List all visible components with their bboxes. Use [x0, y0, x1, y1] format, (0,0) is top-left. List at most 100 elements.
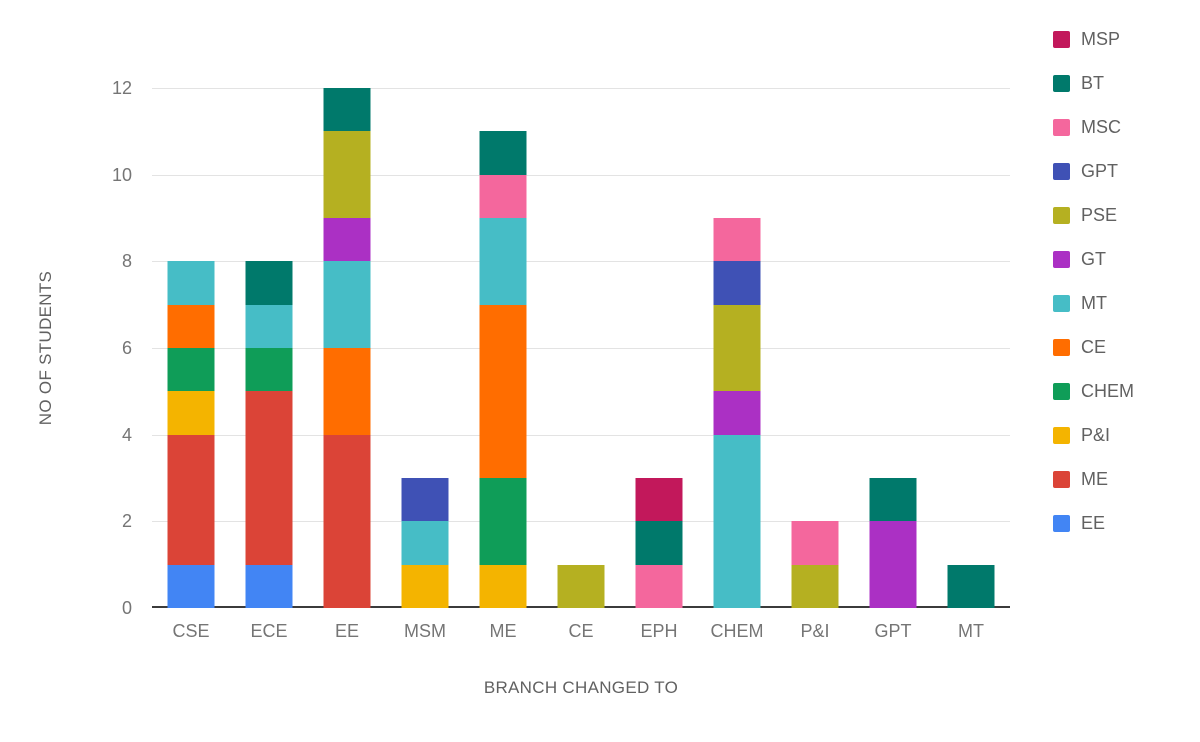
- legend-item-P&I: P&I: [1053, 426, 1134, 444]
- bar-segment-P&I-PSE[interactable]: [791, 564, 839, 608]
- bar-segment-CSE-MT[interactable]: [167, 261, 215, 305]
- bar-segment-CSE-CHEM[interactable]: [167, 348, 215, 392]
- bar-segment-ME-MT[interactable]: [479, 218, 527, 305]
- bar-segment-CSE-P&I[interactable]: [167, 391, 215, 435]
- bar-segment-CHEM-MSC[interactable]: [713, 218, 761, 262]
- bar-segment-EE-BT[interactable]: [323, 88, 371, 132]
- bar-segment-CHEM-PSE[interactable]: [713, 304, 761, 392]
- legend-swatch-PSE: [1053, 206, 1070, 224]
- legend-label-GT: GT: [1081, 249, 1106, 269]
- x-axis-title: BRANCH CHANGED TO: [483, 678, 679, 697]
- column-ME: ME: [464, 88, 542, 640]
- legend-item-MT: MT: [1053, 294, 1134, 312]
- legend-item-GPT: GPT: [1053, 162, 1134, 180]
- bar-segment-EE-GT[interactable]: [323, 218, 371, 262]
- legend-swatch-P&I: [1053, 426, 1070, 444]
- bar-segment-ME-P&I[interactable]: [479, 564, 527, 608]
- bar-segment-EE-MT[interactable]: [323, 261, 371, 349]
- legend-label-PSE: PSE: [1081, 205, 1118, 225]
- bar-segment-EPH-BT[interactable]: [635, 521, 683, 565]
- bar-segment-CHEM-GPT[interactable]: [713, 261, 761, 305]
- legend-item-CE: CE: [1053, 338, 1134, 356]
- bar-CSE: [167, 261, 215, 608]
- bar-segment-MT-BT[interactable]: [947, 564, 995, 608]
- legend-item-MSP: MSP: [1053, 30, 1134, 48]
- legend-label-ME: ME: [1081, 469, 1108, 489]
- bar-segment-CSE-EE[interactable]: [167, 564, 215, 608]
- legend-swatch-ME: [1053, 470, 1070, 488]
- gridline-12: [152, 88, 1010, 89]
- bar-segment-EPH-MSC[interactable]: [635, 564, 683, 608]
- bar-segment-ECE-MT[interactable]: [245, 304, 293, 349]
- legend-label-GPT: GPT: [1081, 161, 1119, 181]
- x-tick-label-EE: EE: [334, 621, 359, 641]
- bar-segment-CHEM-MT[interactable]: [713, 434, 761, 608]
- bar-EE: [323, 88, 371, 608]
- bar-segment-GPT-GT[interactable]: [869, 521, 917, 608]
- y-axis-title: NO OF STUDENTS: [36, 270, 55, 426]
- x-tick-label-EPH: EPH: [640, 621, 678, 641]
- y-tick-label-4: 4: [121, 425, 132, 445]
- bar-ME: [479, 131, 527, 608]
- bar-MSM: [401, 478, 449, 608]
- bar-EPH: [635, 478, 683, 608]
- bar-segment-CE-PSE[interactable]: [557, 564, 605, 608]
- gridline-4: [152, 435, 1010, 436]
- bar-segment-ECE-BT[interactable]: [245, 261, 293, 305]
- gridline-2: [152, 521, 1010, 522]
- legend-label-P&I: P&I: [1081, 425, 1111, 445]
- gridline-8: [152, 261, 1010, 262]
- bar-segment-ME-BT[interactable]: [479, 131, 527, 175]
- x-tick-label-ECE: ECE: [250, 621, 288, 641]
- plot-area: 0 2 4 6 8 10 12 CSE ECE EE MSM ME CE EPH CHEM P&I GPT MT: [112, 79, 1010, 640]
- bar-segment-EE-ME[interactable]: [323, 434, 371, 608]
- column-EPH: EPH: [620, 88, 698, 640]
- y-tick-label-10: 10: [111, 165, 132, 185]
- bar-segment-CHEM-GT[interactable]: [713, 391, 761, 435]
- column-MT: MT: [932, 88, 1010, 640]
- bar-ECE: [245, 261, 293, 608]
- bar-segment-P&I-MSC[interactable]: [791, 521, 839, 565]
- legend-label-EE: EE: [1081, 513, 1106, 533]
- bar-segment-EE-PSE[interactable]: [323, 131, 371, 219]
- legend-swatch-GPT: [1053, 162, 1070, 180]
- bar-segment-ME-CHEM[interactable]: [479, 478, 527, 565]
- x-tick-label-P&I: P&I: [800, 621, 830, 641]
- legend-label-CHEM: CHEM: [1081, 381, 1134, 401]
- bar-GPT: [869, 478, 917, 608]
- bar-segment-ECE-CHEM[interactable]: [245, 348, 293, 392]
- bar-segment-ME-MSC[interactable]: [479, 174, 527, 219]
- legend-label-MSP: MSP: [1081, 29, 1121, 49]
- y-tick-label-6: 6: [121, 338, 132, 358]
- column-CHEM: CHEM: [698, 88, 776, 640]
- bar-segment-ECE-EE[interactable]: [245, 564, 293, 608]
- legend-item-CHEM: CHEM: [1053, 382, 1134, 400]
- gridline-6: [152, 348, 1010, 349]
- legend-swatch-MT: [1053, 294, 1070, 312]
- bar-segment-MSM-GPT[interactable]: [401, 478, 449, 522]
- legend-item-GT: GT: [1053, 250, 1134, 268]
- x-tick-label-MT: MT: [958, 621, 984, 641]
- legend-swatch-EE: [1053, 514, 1070, 532]
- bar-CE: [557, 564, 605, 608]
- legend-label-BT: BT: [1081, 73, 1105, 93]
- bar-segment-CSE-ME[interactable]: [167, 434, 215, 565]
- bar-segment-MSM-P&I[interactable]: [401, 564, 449, 608]
- legend-swatch-MSC: [1053, 118, 1070, 136]
- bar-segment-MSM-MT[interactable]: [401, 521, 449, 565]
- y-tick-label-8: 8: [121, 251, 132, 271]
- column-GPT: GPT: [854, 88, 932, 640]
- legend-label-MSC: MSC: [1081, 117, 1121, 137]
- x-tick-label-ME: ME: [489, 621, 517, 641]
- bar-segment-EPH-MSP[interactable]: [635, 478, 683, 522]
- bar-segment-GPT-BT[interactable]: [869, 478, 917, 522]
- legend-item-BT: BT: [1053, 74, 1134, 92]
- bar-segment-ECE-ME[interactable]: [245, 391, 293, 565]
- legend-label-CE: CE: [1081, 337, 1107, 357]
- bar-segment-ME-CE[interactable]: [479, 304, 527, 479]
- y-tick-label-2: 2: [121, 511, 132, 531]
- bar-segment-EE-CE[interactable]: [323, 348, 371, 435]
- bar-CHEM: [713, 218, 761, 608]
- bar-segment-CSE-CE[interactable]: [167, 304, 215, 349]
